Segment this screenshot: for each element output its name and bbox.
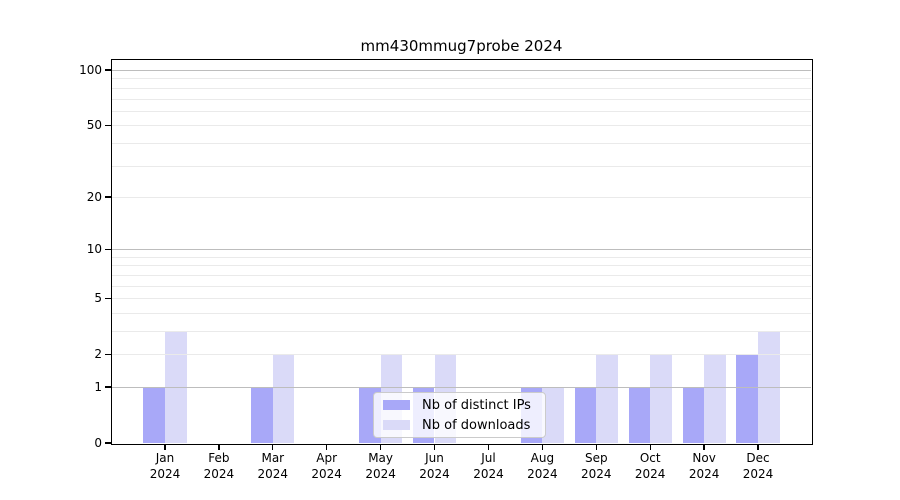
x-axis-month-label: May 2024: [365, 451, 396, 481]
x-axis-month-label: Apr 2024: [311, 451, 342, 481]
bar-distinct-ips: [628, 387, 651, 443]
y-gridline-minor: [112, 110, 811, 112]
legend-label-downloads: Nb of downloads: [422, 417, 531, 433]
bar-downloads: [272, 354, 295, 443]
bar-downloads: [542, 387, 564, 443]
y-gridline-minor: [112, 87, 811, 89]
x-axis-month-label: Sep 2024: [581, 451, 612, 481]
y-axis-tick-label: 100: [79, 63, 102, 77]
x-axis-month-label: Aug 2024: [527, 451, 558, 481]
y-axis-tick-label: 20: [86, 189, 102, 204]
x-axis-month-label: Dec 2024: [742, 451, 774, 481]
y-gridline-minor: [112, 256, 811, 258]
bar-downloads: [704, 354, 726, 443]
y-gridline-minor: [112, 354, 811, 356]
legend-swatch-downloads: [383, 420, 410, 430]
bar-distinct-ips: [682, 387, 705, 443]
x-axis-month-label: Jan 2024: [149, 451, 181, 481]
y-axis-tick-label: 10: [86, 242, 102, 257]
y-gridline-minor: [112, 98, 811, 100]
y-gridline-minor: [112, 196, 811, 198]
bar-downloads: [596, 354, 618, 443]
x-axis-month-label: Feb 2024: [203, 451, 235, 481]
y-axis-tick-label: 0: [94, 436, 102, 450]
legend: Nb of distinct IPs Nb of downloads: [373, 392, 546, 438]
y-gridline-minor: [112, 265, 811, 267]
x-axis-month-label: Nov 2024: [688, 451, 720, 481]
y-tick-mark: [105, 353, 111, 355]
bar-downloads: [650, 354, 672, 443]
y-tick-mark: [105, 297, 111, 299]
y-gridline-minor: [112, 298, 811, 300]
y-gridline-minor: [112, 125, 811, 127]
legend-item-distinct-ips: Nb of distinct IPs: [383, 397, 536, 414]
x-tick-mark: [326, 444, 328, 450]
bar-distinct-ips: [736, 354, 758, 443]
y-axis-tick-label: 50: [86, 118, 102, 133]
y-gridline-minor: [112, 274, 811, 276]
y-gridline-minor: [112, 331, 811, 332]
y-tick-mark: [105, 124, 111, 126]
legend-item-downloads: Nb of downloads: [383, 417, 536, 434]
chart-title: mm430mmug7probe 2024: [360, 37, 563, 55]
bar-distinct-ips: [574, 387, 597, 443]
y-gridline-minor: [112, 165, 811, 167]
x-tick-mark: [164, 444, 166, 450]
x-axis-month-label: Mar 2024: [257, 451, 289, 481]
x-tick-mark: [218, 444, 220, 450]
bar-distinct-ips: [143, 387, 165, 443]
x-axis-month-label: Oct 2024: [634, 451, 666, 481]
y-axis-tick-label: 5: [94, 291, 102, 306]
y-tick-mark: [105, 196, 111, 198]
y-tick-mark: [105, 69, 111, 71]
y-tick-mark: [105, 386, 111, 388]
y-tick-mark: [105, 248, 111, 250]
y-axis-tick-label: 1: [94, 380, 102, 394]
y-gridline-minor: [112, 142, 811, 144]
bar-distinct-ips: [251, 387, 273, 443]
x-tick-mark: [487, 444, 490, 450]
x-axis-month-label: Jul 2024: [473, 451, 504, 481]
y-gridline-minor: [112, 285, 811, 287]
x-tick-mark: [379, 444, 382, 450]
y-gridline-major: [112, 249, 811, 251]
y-gridline-minor: [112, 312, 811, 314]
y-axis-tick-label: 2: [94, 347, 102, 362]
y-gridline-major: [112, 70, 811, 71]
x-tick-mark: [703, 444, 705, 450]
y-tick-mark: [105, 442, 111, 444]
y-gridline-minor: [112, 78, 811, 80]
legend-label-distinct-ips: Nb of distinct IPs: [422, 397, 531, 413]
x-tick-mark: [757, 444, 759, 450]
y-gridline-major: [112, 387, 811, 388]
x-tick-mark: [541, 444, 544, 450]
x-tick-mark: [272, 444, 274, 450]
legend-swatch-distinct-ips: [383, 400, 410, 410]
x-tick-mark: [595, 444, 597, 450]
x-tick-mark: [433, 444, 436, 450]
x-axis-month-label: Jun 2024: [419, 451, 450, 481]
x-tick-mark: [649, 444, 651, 450]
